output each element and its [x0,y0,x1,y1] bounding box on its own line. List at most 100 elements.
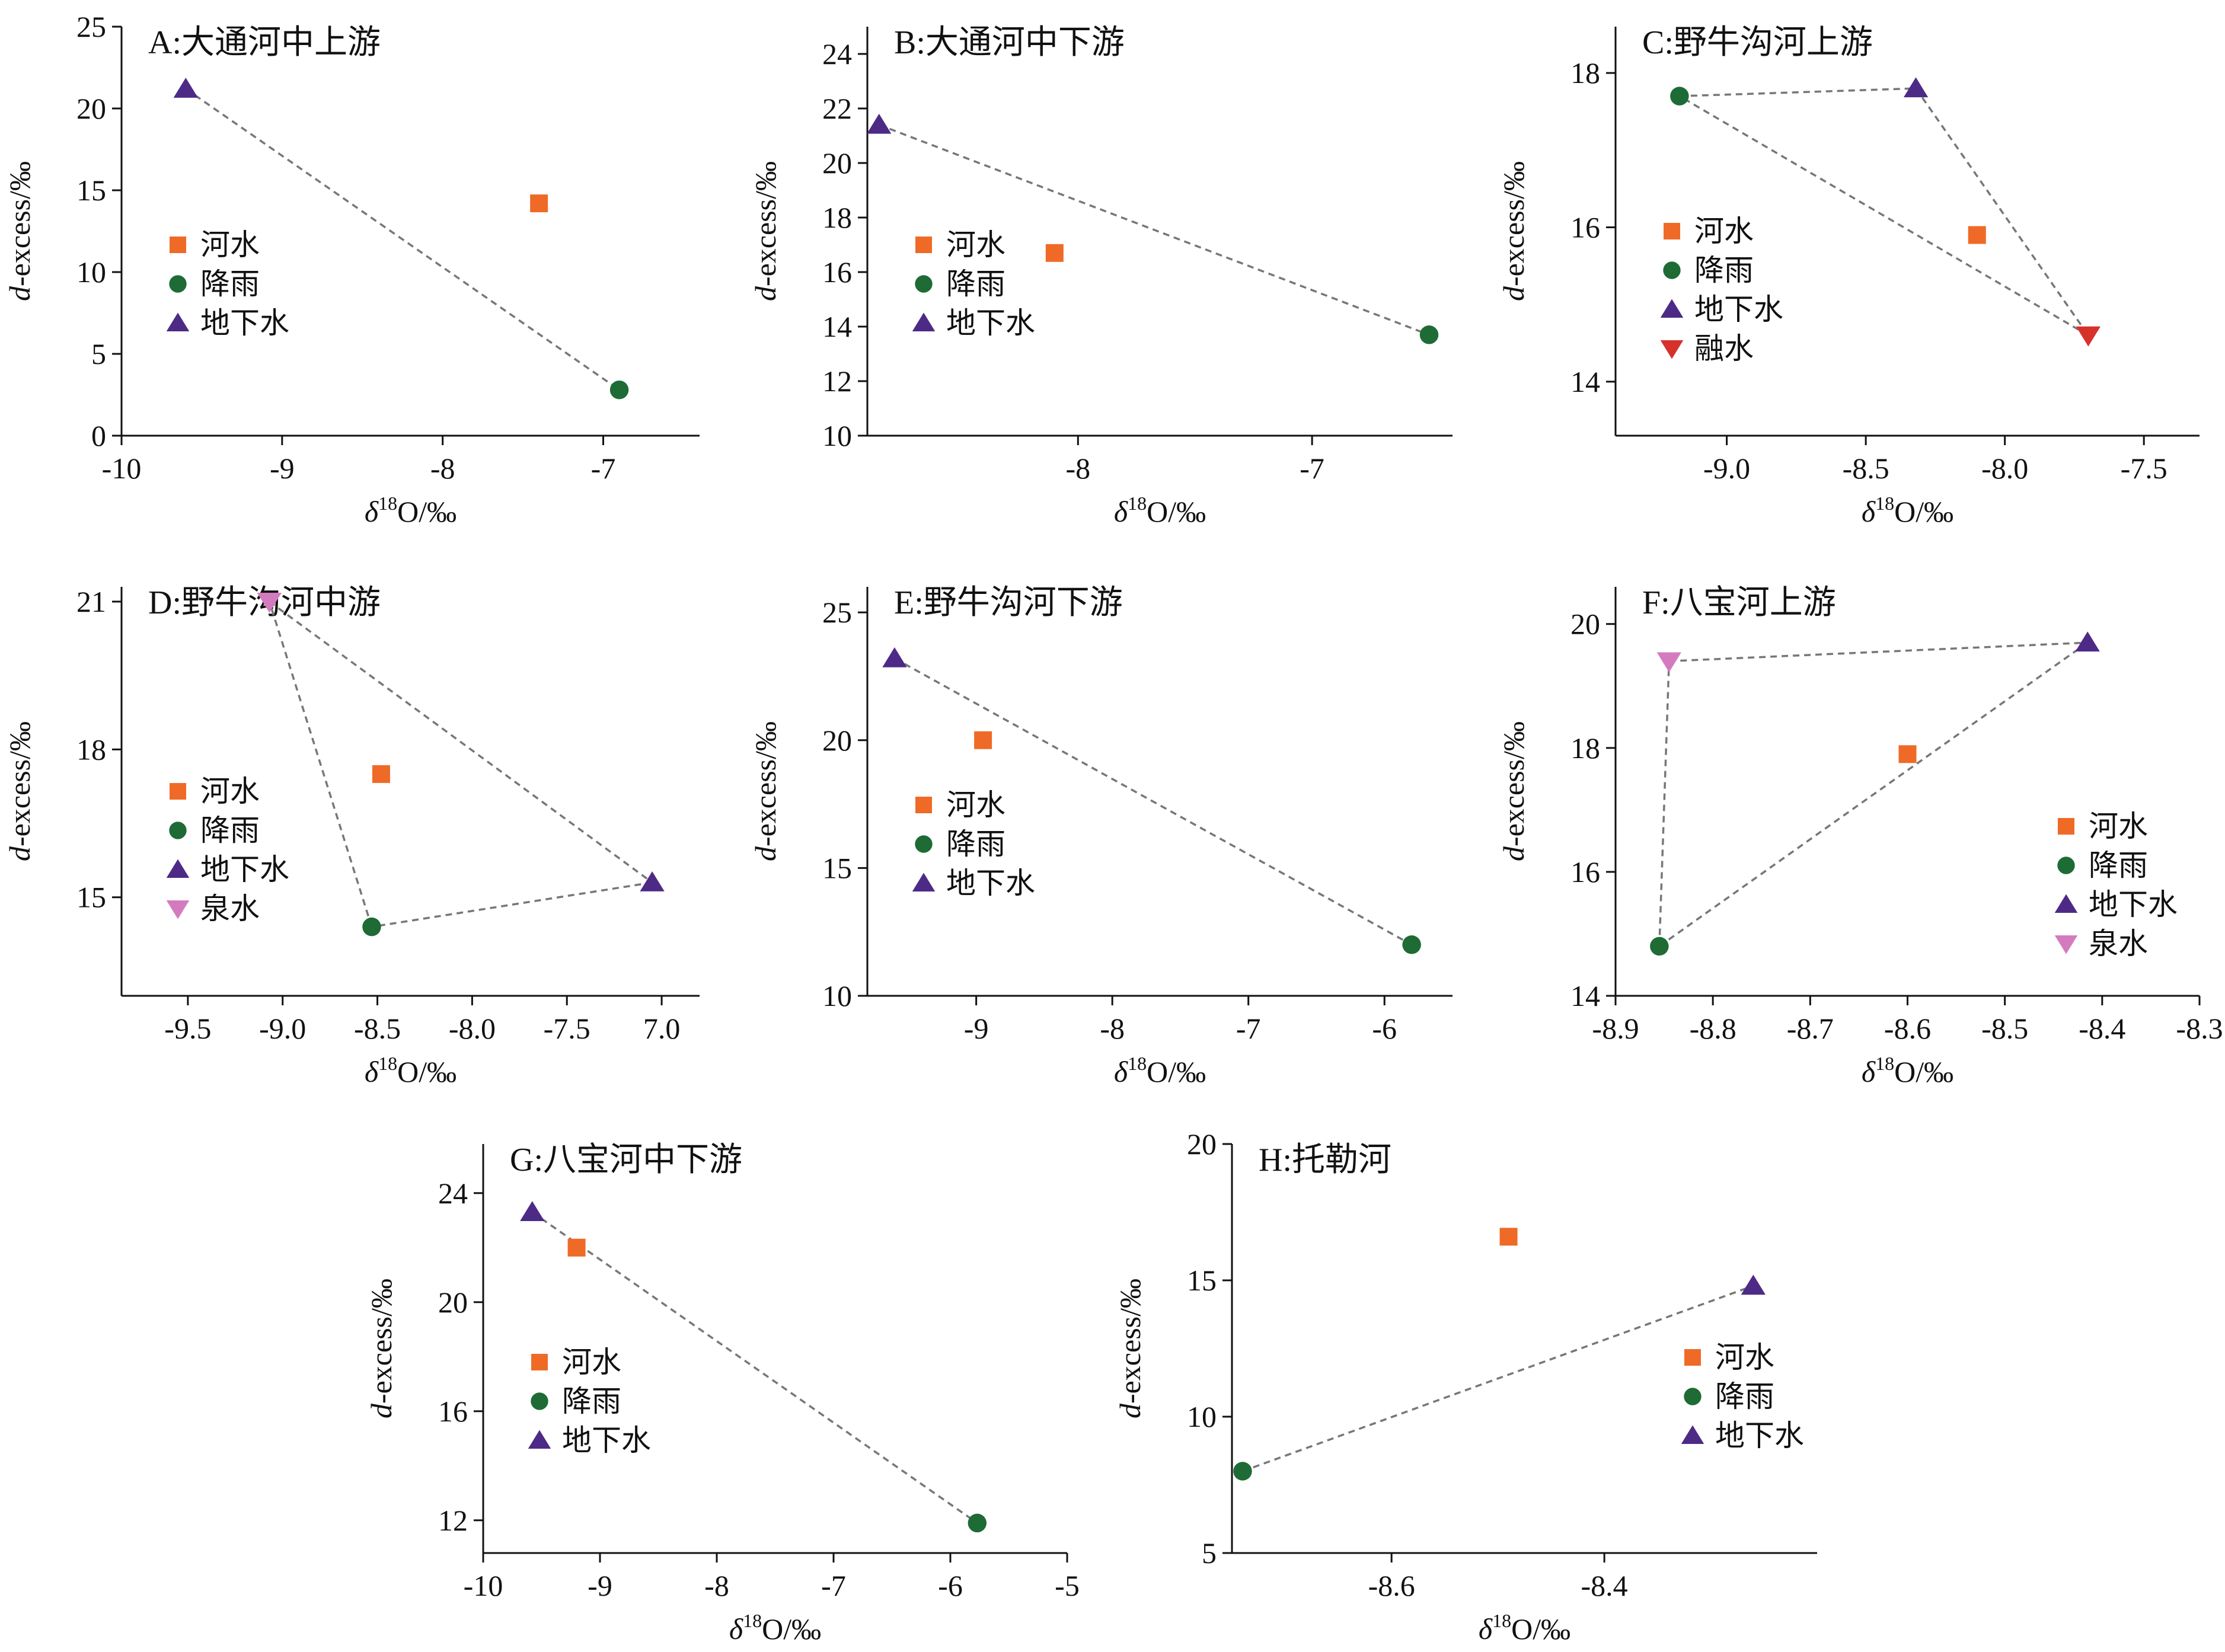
connector-line [531,1211,978,1524]
legend-marker-river [2058,818,2074,835]
connector-line [879,123,1430,336]
data-point-spring [1656,652,1681,673]
connector-line [1658,641,2089,947]
legend-label-rain: 降雨 [1715,1380,1774,1413]
legend-label-groundwater: 地下水 [2089,888,2178,921]
legend-label-river: 河水 [1694,215,1754,248]
panel-title: G:八宝河中下游 [510,1142,742,1178]
data-point-river [1898,745,1917,763]
x-tick-label: 7.0 [643,1012,681,1045]
connector-line [371,881,653,928]
y-tick-label: 22 [822,92,852,125]
y-tick-label: 18 [1570,56,1600,90]
data-point-rain [1419,325,1439,344]
legend-label-river: 河水 [562,1346,621,1379]
legend-label-spring: 泉水 [2089,927,2148,960]
x-tick-label: -8 [430,452,455,485]
y-tick-label: 18 [822,201,852,234]
y-tick-label: 21 [76,585,106,618]
legend-marker-groundwater [2054,894,2078,913]
y-tick-label: 16 [1570,210,1600,244]
panel-title: E:野牛沟河下游 [894,584,1123,621]
legend-marker-melt [1660,340,1684,359]
chart-panel-c: -9.0 -8.5 -8.0 -7.5 14 16 18 δ18O/‰ d-excess/‰ C:… [1497,24,2200,528]
x-tick-label: -10 [464,1569,503,1602]
legend-marker-groundwater [166,312,190,331]
data-point-groundwater [520,1201,545,1221]
legend-label-groundwater: 地下水 [946,867,1035,900]
y-tick-label: 24 [822,37,852,71]
y-tick-label: 0 [91,419,106,452]
legend-marker-spring [166,900,190,919]
legend-marker-river [170,783,186,800]
x-tick-label: -8.4 [1581,1569,1628,1602]
data-point-river [1968,226,1986,244]
chart-panel-h: -8.6 -8.4 5 10 15 20 δ18O/‰ d-excess/‰ H:托勒河河水降雨… [1113,1127,1817,1645]
x-axis-label: δ18O/‰ [1114,1053,1206,1088]
y-tick-label: 15 [76,881,106,914]
y-tick-label: 16 [1570,855,1600,889]
y-tick-label: 5 [91,337,106,370]
x-tick-label: -9 [588,1569,612,1602]
x-axis-label: δ18O/‰ [729,1610,821,1645]
y-axis-label: d-excess/‰ [749,721,782,861]
y-tick-label: 18 [76,733,106,766]
data-point-rain [1402,935,1421,954]
legend-marker-rain [169,275,187,293]
legend-marker-river [531,1354,548,1370]
x-tick-label: -8.4 [2079,1012,2125,1045]
y-tick-label: 15 [822,851,852,884]
x-tick-label: -7 [1300,452,1324,485]
panel-title: F:八宝河上游 [1642,584,1836,621]
x-tick-label: -9 [270,452,295,485]
legend-label-groundwater: 地下水 [946,306,1035,340]
x-axis-label: δ18O/‰ [1862,493,1953,528]
legend-marker-rain [531,1392,548,1410]
legend-marker-river [1664,223,1680,239]
legend-label-river: 河水 [200,775,260,808]
y-tick-label: 20 [1570,608,1600,641]
data-point-river [1045,244,1064,262]
y-tick-label: 16 [822,255,852,289]
legend-marker-river [915,237,932,253]
panel-title: B:大通河中下游 [894,24,1125,61]
x-tick-label: -8.7 [1787,1012,1834,1045]
y-axis-label: d-excess/‰ [1497,721,1530,861]
x-tick-label: -6 [938,1569,963,1602]
x-tick-label: -7 [591,452,616,485]
x-tick-label: -9.5 [164,1012,211,1045]
chart-panel-g: -10 -9 -8 -7 -6 -5 12 16 20 24 δ18O/‰ d-excess/‰ G:八… [365,1142,1080,1645]
legend-marker-rain [1684,1388,1702,1405]
x-tick-label: -7 [821,1569,846,1602]
legend-marker-groundwater [912,312,936,331]
legend-label-rain: 降雨 [200,814,260,847]
data-point-spring [257,592,282,613]
legend-marker-groundwater [1660,299,1684,318]
y-tick-label: 20 [822,724,852,757]
chart-panel-a: -10 -9 -8 -7 0 5 10 15 20 25 δ18O/‰ d-excess/‰ A:大通河… [3,10,700,528]
legend-label-rain: 降雨 [1694,254,1754,287]
x-tick-label: -10 [102,452,142,485]
x-tick-label: -8.8 [1690,1012,1736,1045]
x-tick-label: -8.0 [449,1012,496,1045]
y-tick-label: 5 [1202,1536,1217,1570]
legend-label-river: 河水 [946,228,1005,261]
data-point-river [974,731,992,749]
data-point-river [567,1238,586,1257]
y-axis-label: d-excess/‰ [1497,161,1530,301]
x-axis-label: δ18O/‰ [365,1053,457,1088]
legend-label-river: 河水 [946,788,1005,822]
legend-marker-rain [2057,857,2075,874]
y-axis-label: d-excess/‰ [1113,1279,1147,1418]
y-tick-label: 10 [822,419,852,452]
x-tick-label: -9 [964,1012,989,1045]
data-point-groundwater [1903,77,1929,98]
legend-label-groundwater: 地下水 [1715,1419,1804,1452]
x-tick-label: -8 [704,1569,729,1602]
legend-label-groundwater: 地下水 [200,306,289,340]
data-point-rain [1233,1462,1252,1481]
data-point-groundwater [640,871,665,891]
connector-line [894,657,1412,946]
x-axis-label: δ18O/‰ [365,493,457,528]
